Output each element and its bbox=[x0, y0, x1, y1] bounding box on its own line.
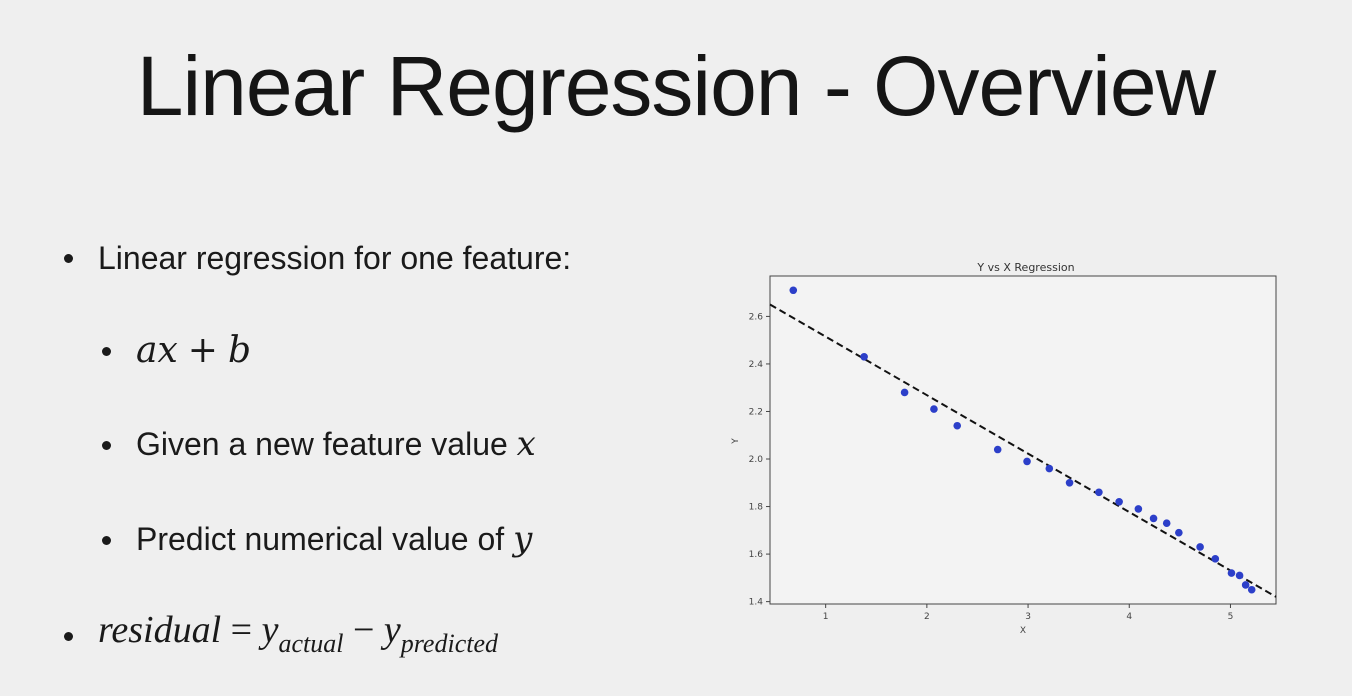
bullet-text: Linear regression for one feature: bbox=[98, 240, 572, 276]
bullet-dot bbox=[102, 536, 111, 545]
data-point bbox=[953, 421, 962, 430]
x-tick-label: 2 bbox=[924, 612, 930, 622]
formula-residual: residual bbox=[98, 609, 222, 651]
bullet-linear-regression: Linear regression for one feature: bbox=[98, 238, 571, 278]
y-tick-label: 1.4 bbox=[749, 598, 764, 608]
data-point bbox=[993, 445, 1002, 454]
bullet-formula: ax + b bbox=[136, 330, 251, 371]
data-point bbox=[1045, 464, 1054, 473]
x-tick-label: 1 bbox=[823, 612, 829, 622]
y-tick-label: 2.0 bbox=[749, 455, 764, 465]
subscript-predicted: predicted bbox=[400, 629, 499, 658]
data-point bbox=[1196, 543, 1204, 551]
data-point bbox=[1241, 581, 1250, 589]
formula-y: y bbox=[383, 609, 401, 651]
formula-y-actual: yactual bbox=[261, 609, 344, 658]
axis-ticks: 1 2 3 4 5 1.4 1.6 1.8 2.0 2.2 2.4 2.6 bbox=[749, 312, 1234, 622]
formula-y: y bbox=[261, 609, 279, 651]
data-point bbox=[1115, 497, 1123, 506]
subscript-actual: actual bbox=[278, 629, 344, 658]
data-point bbox=[1134, 505, 1143, 513]
regression-fit-line bbox=[769, 303, 1277, 598]
y-tick-label: 2.6 bbox=[749, 312, 764, 322]
data-point bbox=[860, 353, 868, 361]
data-point bbox=[789, 286, 798, 295]
bullet-residual-formula: residual = yactual − ypredicted bbox=[98, 610, 498, 664]
data-point bbox=[900, 388, 909, 397]
formula-plus: + bbox=[187, 330, 218, 371]
data-point bbox=[930, 405, 938, 413]
bullet-dot bbox=[64, 632, 73, 641]
formula-equals: = bbox=[230, 609, 253, 651]
data-point bbox=[1227, 569, 1236, 577]
data-point bbox=[1162, 519, 1171, 527]
data-point bbox=[1023, 457, 1031, 466]
fit-line-group bbox=[769, 303, 1277, 598]
formula-ax: ax bbox=[136, 330, 178, 371]
bullet-predict: Predict numerical value of y bbox=[136, 519, 532, 559]
bullet-text: Predict numerical value of bbox=[136, 521, 514, 557]
data-point bbox=[1235, 571, 1244, 580]
plot-area bbox=[769, 275, 1277, 605]
bullet-dot bbox=[102, 441, 111, 450]
regression-chart: Y vs X Regression 1 2 3 4 5 1.4 1.6 1.8 2.0 2.2 2.… bbox=[720, 255, 1300, 645]
formula-y-predicted: ypredicted bbox=[383, 609, 498, 658]
slide-title: Linear Regression - Overview bbox=[136, 39, 1216, 133]
x-tick-label: 4 bbox=[1126, 612, 1132, 622]
variable-y: y bbox=[513, 519, 533, 559]
data-point bbox=[1211, 555, 1220, 563]
x-axis-label: X bbox=[1020, 626, 1026, 636]
data-points bbox=[789, 286, 1256, 594]
regression-chart-svg: Y vs X Regression 1 2 3 4 5 1.4 1.6 1.8 2.0 2.2 2.… bbox=[731, 261, 1277, 636]
formula-minus: − bbox=[352, 609, 375, 651]
y-axis-label: Y bbox=[731, 438, 741, 445]
variable-x: x bbox=[516, 424, 536, 464]
x-tick-label: 5 bbox=[1228, 612, 1234, 622]
data-point bbox=[1149, 514, 1158, 523]
y-tick-label: 2.2 bbox=[749, 407, 763, 417]
y-tick-label: 1.6 bbox=[749, 550, 764, 560]
data-point bbox=[1247, 585, 1256, 594]
data-point bbox=[1175, 528, 1183, 537]
formula-b: b bbox=[227, 330, 252, 371]
bullet-dot bbox=[64, 254, 73, 263]
y-tick-label: 2.4 bbox=[749, 360, 764, 370]
chart-title: Y vs X Regression bbox=[976, 261, 1074, 274]
y-tick-label: 1.8 bbox=[749, 503, 764, 513]
data-point bbox=[1065, 478, 1074, 487]
data-point bbox=[1095, 488, 1103, 497]
bullet-dot bbox=[102, 347, 111, 356]
bullet-text: Given a new feature value bbox=[136, 426, 517, 462]
bullet-new-feature: Given a new feature value x bbox=[136, 424, 536, 464]
x-tick-label: 3 bbox=[1025, 612, 1031, 622]
